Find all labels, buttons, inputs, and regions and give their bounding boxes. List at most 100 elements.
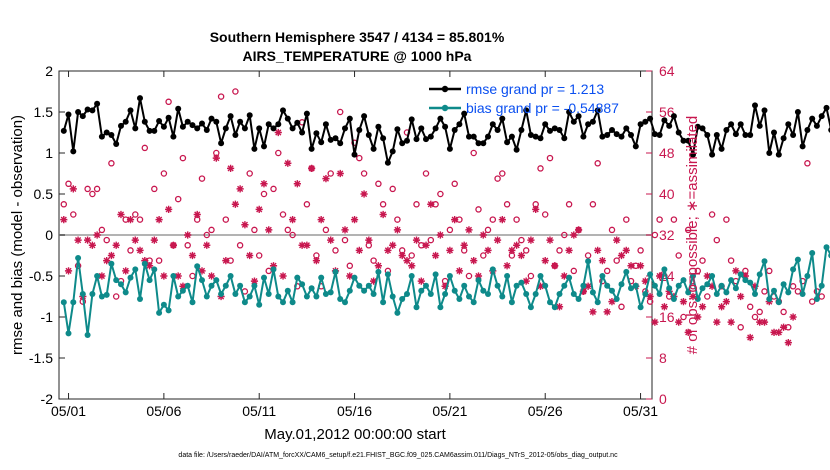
obs-possible-point: [336, 108, 344, 116]
rmse-point: [556, 127, 563, 133]
obs-assimilated-point: [184, 231, 192, 239]
obs-assimilated-point: [412, 236, 421, 244]
rmse-point: [427, 133, 434, 140]
rmse-point: [508, 133, 515, 140]
obs-possible-point: [713, 236, 721, 244]
x-tick-label: 05/06: [146, 403, 181, 419]
obs-possible-point: [275, 149, 282, 157]
bias-point: [709, 273, 716, 279]
rmse-point: [165, 114, 172, 121]
obs-possible-point: [208, 226, 215, 234]
rmse-point: [813, 122, 820, 129]
bias-point: [313, 293, 320, 300]
obs-assimilated-point: [193, 210, 201, 219]
rmse-point: [199, 120, 205, 127]
rmse-point: [313, 130, 320, 137]
rmse-point: [65, 111, 72, 118]
obs-assimilated-point: [122, 267, 130, 275]
obs-assimilated-point: [107, 251, 116, 260]
obs-possible-point: [570, 267, 578, 275]
bias-point: [275, 293, 282, 300]
bias-point: [485, 291, 491, 297]
obs-assimilated-point: [436, 231, 444, 239]
rmse-point: [566, 109, 573, 115]
obs-possible-point: [618, 303, 625, 311]
rmse-point: [280, 107, 286, 114]
bias-point: [513, 282, 520, 289]
obs-assimilated-point: [236, 185, 244, 193]
obs-possible-point: [422, 170, 430, 177]
obs-possible-point: [513, 216, 520, 223]
rmse-point: [146, 127, 153, 134]
obs-possible-point: [136, 216, 144, 223]
bias-point: [132, 266, 139, 273]
obs-possible-point: [322, 226, 330, 234]
obs-assimilated-point: [708, 282, 716, 290]
obs-possible-point: [260, 190, 268, 198]
bias-point: [609, 287, 615, 294]
obs-assimilated-point: [393, 226, 402, 234]
bias-point: [160, 301, 167, 308]
bias-point: [156, 309, 163, 316]
obs-assimilated-point: [422, 241, 430, 249]
obs-assimilated-point: [598, 257, 607, 265]
rmse-point: [98, 133, 105, 140]
obs-assimilated-point: [584, 282, 592, 290]
obs-possible-point: [89, 190, 96, 198]
obs-possible-point: [341, 236, 349, 244]
obs-assimilated-point: [694, 313, 702, 321]
rmse-point: [203, 127, 210, 133]
rmse-point: [265, 121, 272, 128]
obs-assimilated-point: [555, 303, 564, 311]
bias-point: [499, 293, 506, 300]
bias-point: [380, 299, 387, 306]
rmse-point: [747, 132, 754, 138]
obs-assimilated-point: [560, 272, 568, 280]
obs-assimilated-point: [493, 236, 502, 244]
obs-assimilated-point: [613, 236, 621, 244]
bias-point: [399, 296, 406, 302]
rmse-point: [461, 110, 468, 117]
rmse-point: [756, 122, 763, 129]
obs-assimilated-point: [160, 272, 168, 280]
rmse-point: [680, 137, 687, 144]
bias-point: [265, 291, 272, 297]
rmse-point: [752, 102, 758, 109]
obs-possible-point: [794, 288, 802, 295]
obs-assimilated-point: [84, 236, 92, 244]
obs-possible-point: [127, 247, 134, 254]
right-y-tick-label: 0: [659, 391, 667, 407]
rmse-point: [218, 140, 225, 147]
obs-assimilated-point: [288, 216, 297, 224]
obs-assimilated-point: [546, 236, 554, 244]
obs-assimilated-point: [522, 277, 530, 285]
obs-assimilated-point: [641, 277, 649, 285]
rmse-point: [432, 125, 439, 132]
obs-possible-point: [303, 201, 311, 208]
obs-possible-point: [680, 313, 687, 321]
obs-assimilated-point: [503, 262, 511, 270]
rmse-point: [75, 109, 82, 115]
rmse-point: [108, 132, 115, 138]
bias-point: [184, 282, 191, 289]
bias-point: [103, 291, 110, 298]
rmse-point: [189, 122, 196, 129]
bias-point: [818, 282, 825, 289]
rmse-point: [561, 135, 568, 142]
rmse-point: [728, 121, 735, 128]
obs-assimilated-point: [255, 205, 263, 213]
obs-assimilated-point: [551, 262, 559, 270]
obs-assimilated-point: [608, 298, 616, 306]
obs-assimilated-point: [498, 216, 506, 224]
obs-assimilated-point: [665, 287, 673, 295]
left-y-tick-label: 0: [45, 227, 53, 243]
bias-point: [532, 291, 539, 297]
obs-possible-point: [584, 252, 592, 259]
rmse-point: [322, 121, 329, 128]
obs-possible-point: [789, 283, 797, 290]
bias-point: [284, 287, 291, 294]
obs-possible-point: [174, 195, 182, 203]
rmse-point: [103, 129, 110, 136]
rmse-point: [723, 127, 730, 133]
obs-possible-point: [694, 267, 702, 275]
